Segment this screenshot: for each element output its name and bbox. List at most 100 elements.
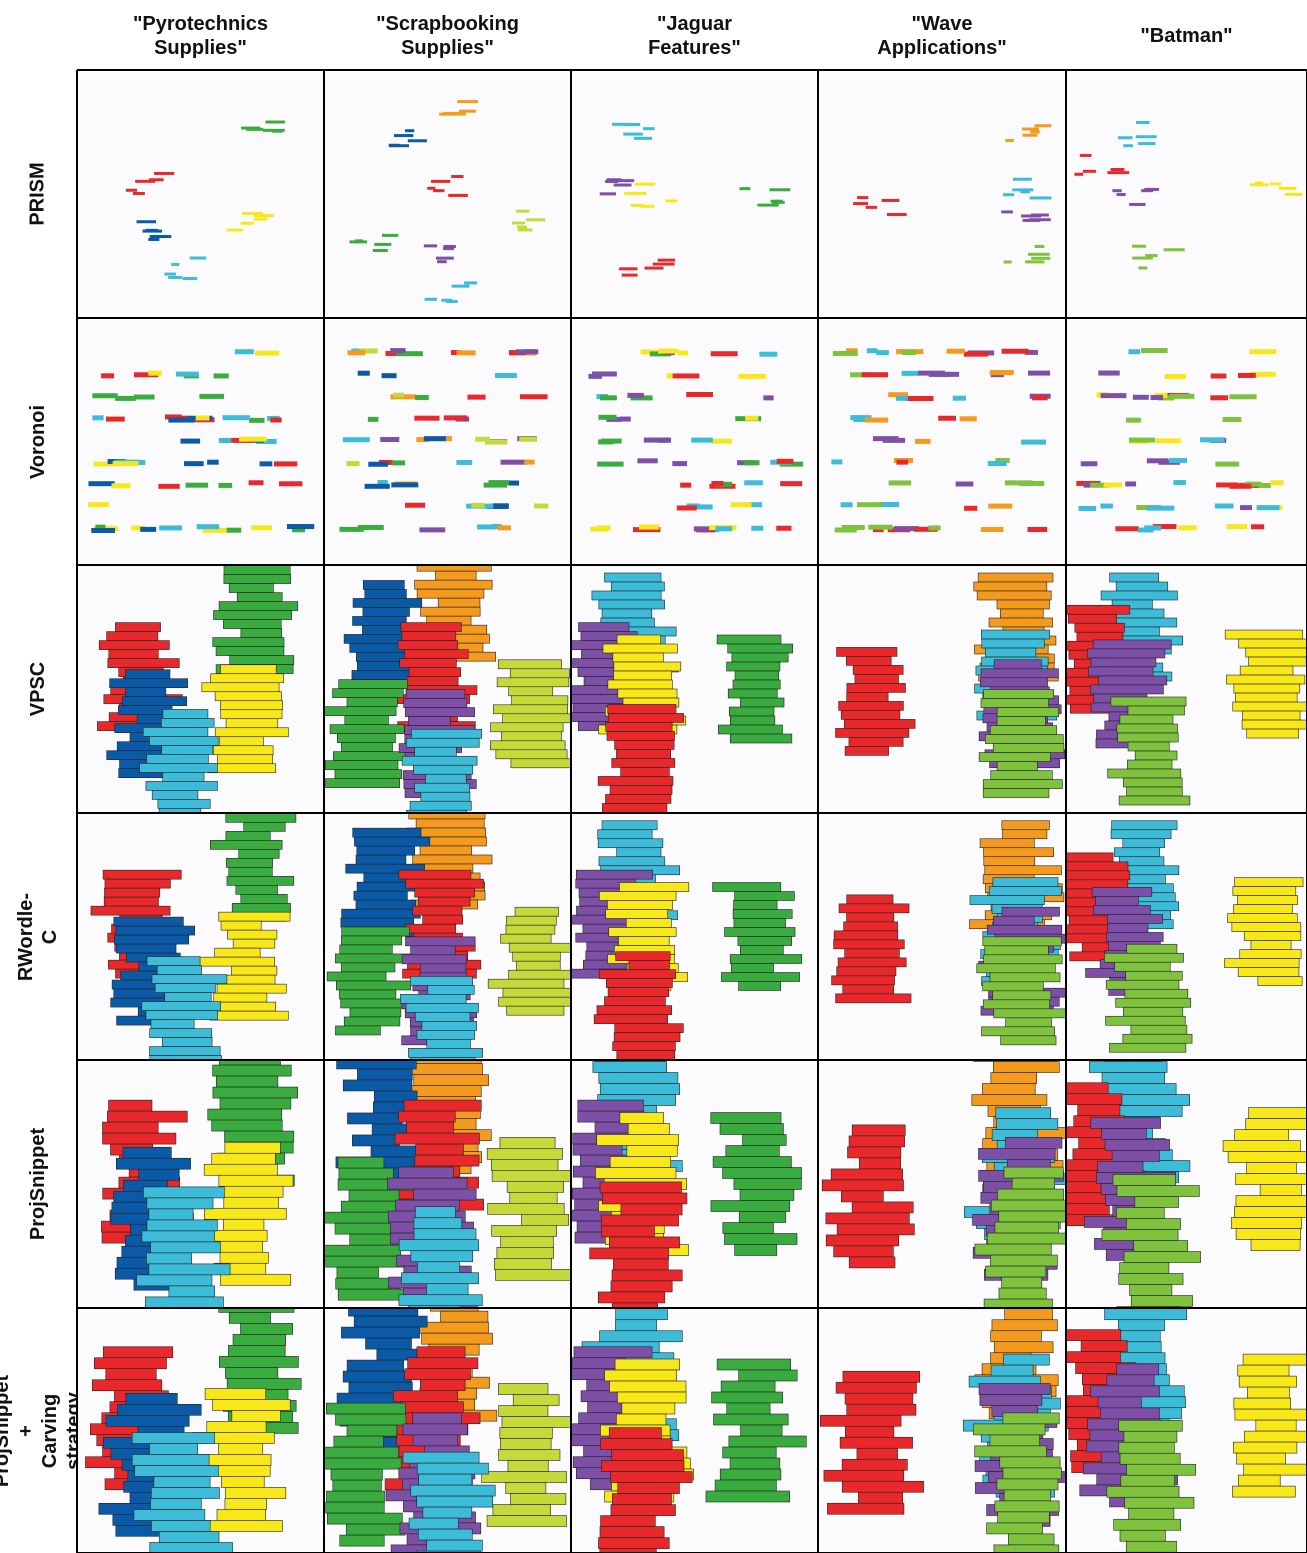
snippet-bar <box>420 1379 466 1392</box>
layout-cell <box>324 565 571 813</box>
snippet-bar <box>1235 1228 1301 1240</box>
snippet-bar <box>634 182 656 186</box>
snippet-bar <box>617 1482 680 1494</box>
snippet-bar <box>433 189 445 193</box>
snippet-bar <box>1210 373 1227 379</box>
snippet-bar <box>505 915 557 926</box>
snippet-bar <box>1097 1396 1142 1409</box>
layout-cell <box>821 1060 1066 1308</box>
snippet-bar <box>286 524 315 530</box>
snippet-bar <box>145 781 218 791</box>
snippet-bar <box>597 829 653 840</box>
snippet-bar <box>868 524 893 530</box>
layout-cell <box>853 124 1052 264</box>
snippet-bar <box>946 348 965 354</box>
snippet-bar <box>1005 138 1014 142</box>
snippet-bar <box>385 350 399 356</box>
snippet-bar <box>353 1315 428 1328</box>
snippet-bar <box>1067 613 1117 624</box>
snippet-bar <box>825 1234 900 1247</box>
snippet-bar <box>400 1401 464 1414</box>
snippet-bar <box>223 1196 279 1209</box>
snippet-bar <box>414 415 440 421</box>
snippet-bar <box>769 188 791 192</box>
snippet-bar <box>212 1399 291 1411</box>
snippet-bar <box>372 249 388 253</box>
snippet-bar <box>216 983 287 994</box>
snippet-bar <box>107 1110 188 1123</box>
column-header-label: "Scrapbooking Supplies" <box>376 13 519 59</box>
snippet-bar <box>498 1449 561 1461</box>
snippet-bar <box>1079 153 1092 157</box>
snippet-bar <box>997 1188 1064 1201</box>
snippet-bar <box>355 854 407 865</box>
snippet-bar <box>848 1256 896 1269</box>
snippet-bar <box>575 869 653 880</box>
snippet-bar <box>981 638 1045 649</box>
snippet-bar <box>223 619 282 629</box>
snippet-bar <box>1243 931 1302 941</box>
snippet-bar <box>1163 248 1185 252</box>
snippet-bar <box>240 221 254 225</box>
snippet-bar <box>185 482 209 488</box>
snippet-bar <box>1098 675 1168 686</box>
snippet-bar <box>597 838 664 849</box>
column-header: "Scrapbooking Supplies" <box>324 6 571 66</box>
snippet-bar <box>623 132 643 136</box>
snippet-bar <box>335 980 412 991</box>
snippet-bar <box>1106 932 1164 942</box>
snippet-bar <box>993 1008 1066 1019</box>
snippet-bar <box>990 1199 1066 1212</box>
snippet-bar <box>599 1548 657 1553</box>
snippet-bar <box>1110 168 1125 172</box>
snippet-bar <box>1129 202 1146 206</box>
snippet-bar <box>1126 786 1183 797</box>
snippet-bar <box>1145 254 1158 258</box>
snippet-bar <box>693 526 717 532</box>
snippet-bar <box>1250 371 1276 377</box>
snippet-bar <box>220 700 283 711</box>
snippet-bar <box>494 373 517 379</box>
snippet-bar <box>906 395 934 401</box>
snippet-bar <box>1134 750 1178 761</box>
snippet-bar <box>157 799 211 809</box>
layout-cell <box>835 572 1066 798</box>
snippet-bar <box>993 915 1035 926</box>
snippet-bar <box>224 1141 281 1154</box>
snippet-bar <box>993 659 1042 670</box>
snippet-bar <box>597 461 624 467</box>
snippet-bar <box>220 920 262 931</box>
snippet-bar <box>983 689 1055 699</box>
snippet-bar <box>858 1491 903 1504</box>
snippet-bar <box>259 461 273 467</box>
snippet-bar <box>218 601 299 611</box>
snippet-bar <box>841 1480 924 1493</box>
layout-cell <box>831 820 1066 1046</box>
snippet-bar <box>148 1208 194 1221</box>
snippet-bar <box>419 527 446 533</box>
snippet-bar <box>619 416 631 422</box>
snippet-bar <box>416 588 485 599</box>
snippet-bar <box>1115 581 1169 592</box>
snippet-bar <box>608 927 677 937</box>
snippet-bar <box>1101 1072 1165 1084</box>
snippet-bar <box>219 1273 292 1286</box>
snippet-bar <box>149 1055 222 1060</box>
snippet-bar <box>405 1003 479 1013</box>
snippet-bar <box>125 188 138 192</box>
snippet-bar <box>599 891 677 901</box>
snippet-bar <box>598 1072 679 1084</box>
snippet-bar <box>339 944 393 955</box>
snippet-bar <box>475 436 490 442</box>
snippet-bar <box>352 598 423 608</box>
snippet-bar <box>142 229 163 233</box>
snippet-bar <box>336 1266 379 1279</box>
snippet-bar <box>398 869 472 880</box>
snippet-bar <box>355 899 417 910</box>
snippet-bar <box>1025 260 1045 264</box>
snippet-bar <box>495 749 568 760</box>
snippet-bar <box>979 677 1048 688</box>
snippet-bar <box>418 1473 473 1486</box>
snippet-bar <box>93 461 118 467</box>
snippet-bar <box>437 597 481 608</box>
